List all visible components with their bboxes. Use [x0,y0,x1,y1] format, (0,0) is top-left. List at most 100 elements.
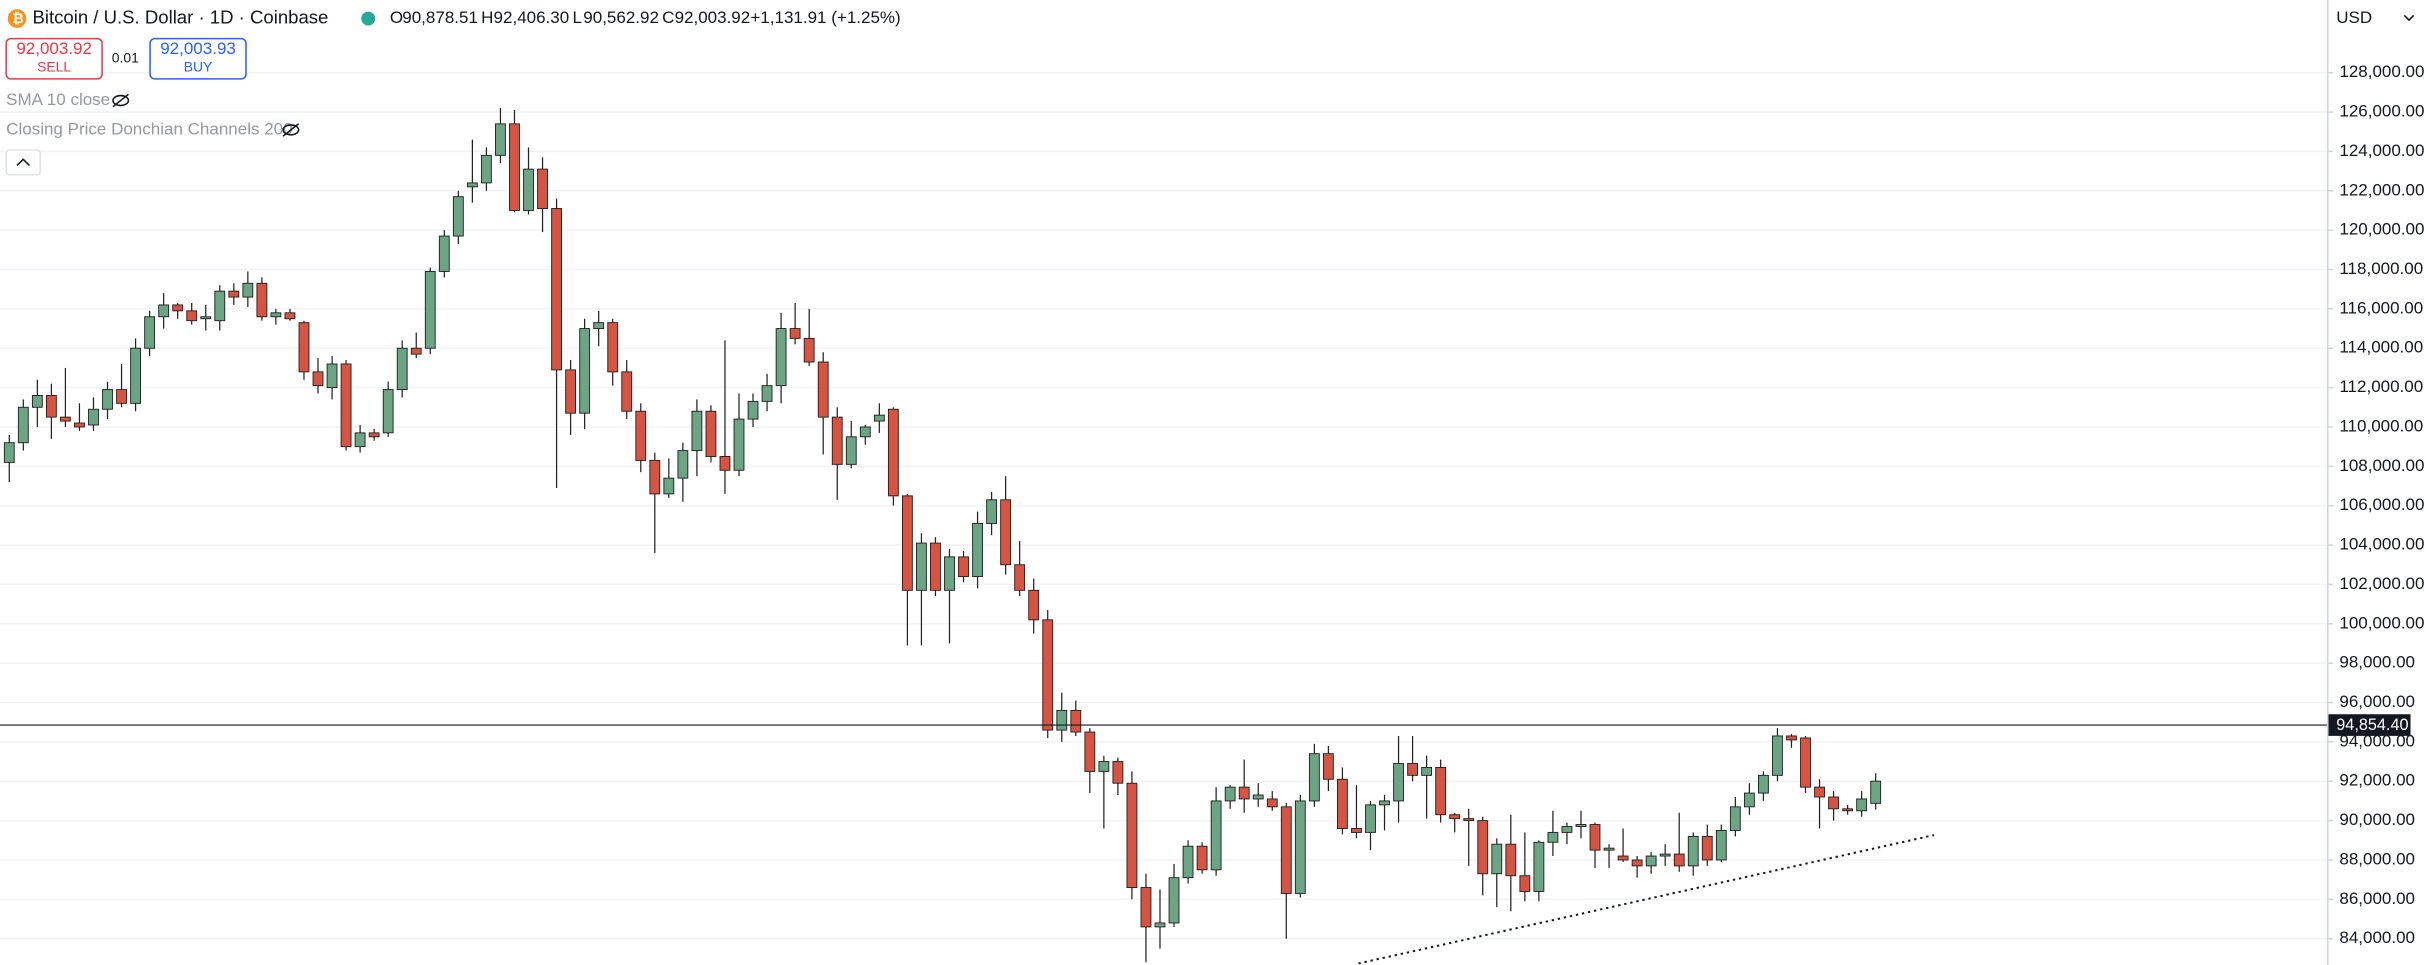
candle-body [1126,782,1138,888]
candle-body [1140,887,1152,928]
low-value: 90,562.92 [583,8,659,27]
candle-body [1842,808,1854,812]
candle-body [1154,922,1166,928]
candle-body [1449,814,1461,820]
sell-label: SELL [37,59,71,75]
y-tick-label: 112,000.00 [2339,377,2423,396]
candle-body [1028,589,1040,621]
candle-body [382,389,394,434]
candle-body [1589,824,1601,851]
candle-body [1645,855,1657,867]
price-line-badge [2328,714,2411,736]
candle-body [691,410,703,452]
indicator[interactable]: SMA 10 close [6,90,110,109]
close-value: 92,003.92 [675,8,751,27]
spread: 0.01 [112,49,139,65]
candle-body [17,406,29,444]
y-tick-label: 110,000.00 [2339,416,2423,435]
candle-body [1870,780,1882,804]
candle-body [102,389,113,410]
candle-body [593,322,605,330]
candle-body [1421,767,1433,776]
candle-body [1491,843,1503,875]
candle-body [1533,841,1545,892]
candle-body [761,385,773,402]
candle-body [326,363,338,389]
candle-body [1659,853,1671,857]
candle-body [1828,796,1839,810]
candle-body [1168,877,1180,924]
candle-body [719,456,731,471]
candle-body [537,168,548,209]
bitcoin-glyph: ₿ [12,10,23,26]
candle-body [172,304,184,312]
candle-body [1294,800,1306,894]
y-tick-label: 100,000.00 [2339,613,2424,632]
candle-body [1224,786,1236,802]
candle-body [31,395,43,408]
candle-body [1266,798,1278,808]
buy-label: BUY [184,59,213,75]
price-line-label: 94,854.40 [2336,716,2408,734]
candle-body [256,282,268,318]
candle-body [1280,806,1292,894]
y-tick-label: 98,000.00 [2339,653,2415,672]
symbol[interactable]: Bitcoin / U.S. Dollar · 1D · Coinbase [32,6,328,27]
hidden-icon[interactable] [282,123,300,137]
candle-body [986,499,998,524]
candle-body [312,371,324,387]
candle-body [930,542,941,591]
currency-chevron[interactable] [2403,14,2415,22]
candle-body [1351,828,1362,833]
candle-body [845,436,857,465]
y-tick-label: 118,000.00 [2339,259,2423,278]
candle-body [887,408,899,497]
candle-body [523,168,534,211]
candle-body [116,389,127,404]
candle-body [873,414,885,422]
candle-body [901,495,913,591]
candle-body [200,316,212,320]
buy-button[interactable] [149,37,247,80]
candle-body [509,123,520,211]
candle-body [45,395,57,418]
sell-button[interactable] [5,37,103,80]
candle-body [1322,753,1334,780]
candle-body [1070,709,1082,733]
candle-body [747,400,759,420]
y-tick-label: 92,000.00 [2339,771,2415,790]
candle-body [298,322,310,373]
candle-body [1463,818,1475,822]
candle-body [1379,800,1390,806]
collapse-button[interactable] [5,149,42,176]
o-label: O [390,8,403,27]
currency[interactable]: USD [2336,8,2372,27]
candle-body [144,316,156,349]
candle-body [1505,843,1517,877]
l-label: L [572,8,581,27]
y-tick-label: 126,000.00 [2339,102,2424,121]
price-axis[interactable] [2326,0,2426,965]
candle-body [270,312,282,318]
candle-body [410,347,422,355]
candle-body [733,418,745,471]
candle-body [424,271,436,349]
candle-body [1856,798,1868,812]
high-value: 92,406.30 [494,8,570,27]
c-label: C [662,8,674,27]
y-tick-label: 116,000.00 [2339,298,2423,317]
market-status[interactable] [361,11,376,26]
candle-body [1814,786,1825,798]
candle-body [1715,829,1727,861]
indicator[interactable]: Closing Price Donchian Channels 200 [6,119,292,138]
candle-body [607,322,619,373]
hidden-icon[interactable] [112,93,130,108]
candle-body [1196,845,1208,871]
candle-body [1210,800,1222,871]
candle-body [1252,794,1264,800]
candle-body [396,347,408,391]
change: +1,131.91 (+1.25%) [750,8,900,27]
y-tick-label: 104,000.00 [2339,535,2424,554]
candle-body [466,182,478,188]
